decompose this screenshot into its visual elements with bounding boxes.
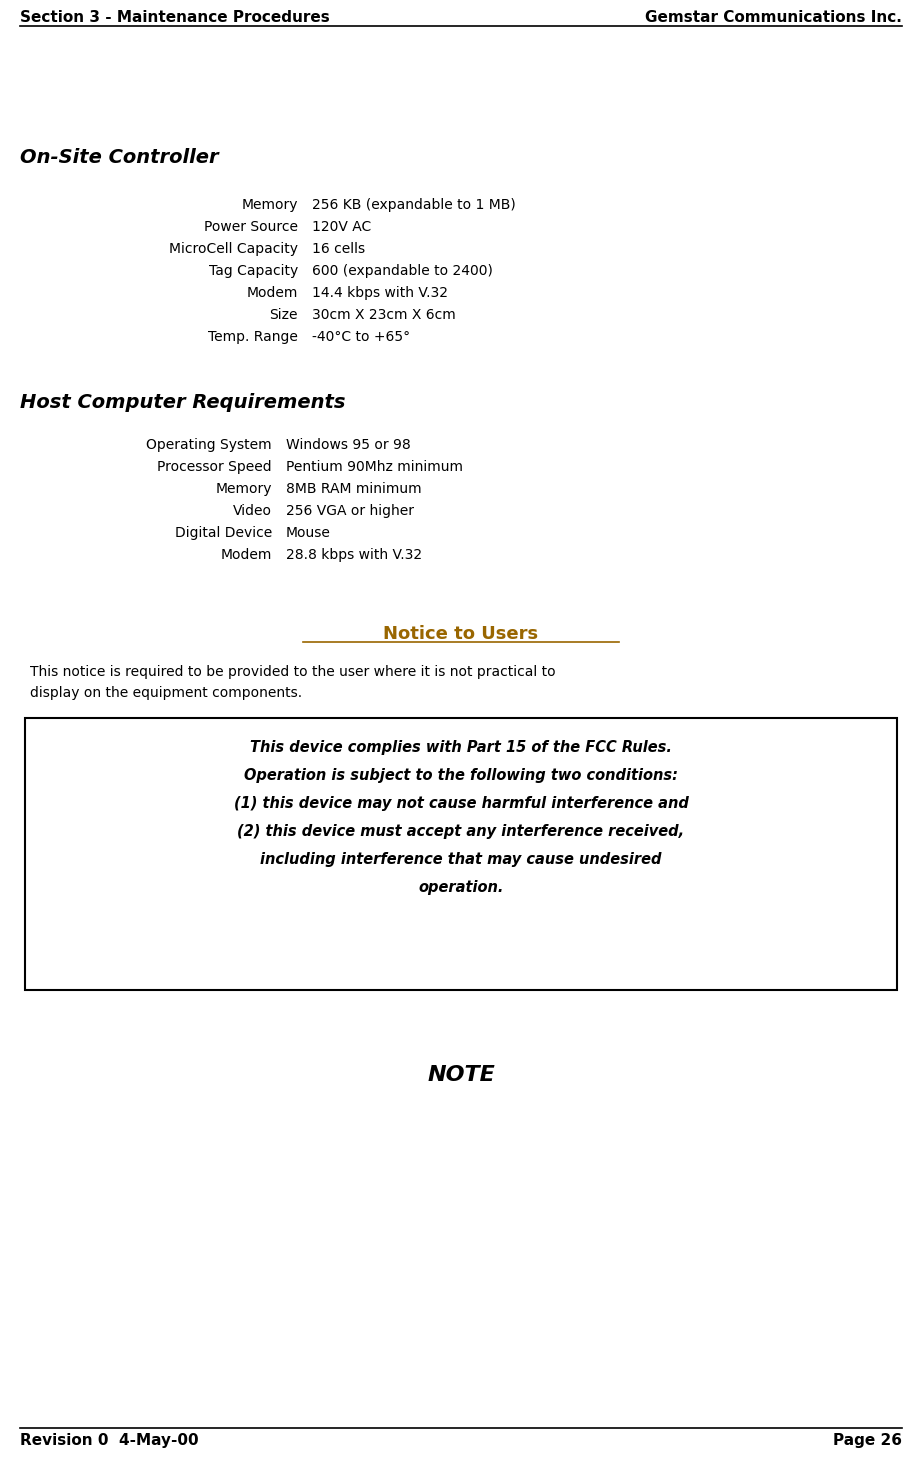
Text: Temp. Range: Temp. Range: [208, 330, 298, 344]
Text: This notice is required to be provided to the user where it is not practical to: This notice is required to be provided t…: [30, 665, 556, 678]
Text: Notice to Users: Notice to Users: [384, 624, 538, 643]
Text: 600 (expandable to 2400): 600 (expandable to 2400): [312, 264, 493, 279]
Text: This device complies with Part 15 of the FCC Rules.: This device complies with Part 15 of the…: [250, 740, 672, 754]
Text: (1) this device may not cause harmful interference and: (1) this device may not cause harmful in…: [233, 797, 689, 811]
Text: MicroCell Capacity: MicroCell Capacity: [169, 242, 298, 255]
Text: operation.: operation.: [419, 880, 503, 894]
Text: 28.8 kbps with V.32: 28.8 kbps with V.32: [286, 549, 422, 562]
Text: 256 KB (expandable to 1 MB): 256 KB (expandable to 1 MB): [312, 198, 515, 212]
Text: Page 26: Page 26: [833, 1433, 902, 1447]
Text: 30cm X 23cm X 6cm: 30cm X 23cm X 6cm: [312, 308, 455, 322]
Text: Processor Speed: Processor Speed: [158, 460, 272, 474]
Text: Section 3 - Maintenance Procedures: Section 3 - Maintenance Procedures: [20, 10, 330, 25]
Text: Digital Device: Digital Device: [175, 527, 272, 540]
Text: (2) this device must accept any interference received,: (2) this device must accept any interfer…: [238, 824, 684, 839]
Text: Operation is subject to the following two conditions:: Operation is subject to the following tw…: [244, 767, 678, 783]
Text: Host Computer Requirements: Host Computer Requirements: [20, 392, 346, 411]
Text: display on the equipment components.: display on the equipment components.: [30, 686, 302, 700]
Text: 256 VGA or higher: 256 VGA or higher: [286, 503, 414, 518]
Text: Memory: Memory: [242, 198, 298, 212]
Text: Video: Video: [233, 503, 272, 518]
Text: Windows 95 or 98: Windows 95 or 98: [286, 438, 410, 452]
Text: Modem: Modem: [246, 286, 298, 301]
Text: -40°C to +65°: -40°C to +65°: [312, 330, 410, 344]
Text: Modem: Modem: [220, 549, 272, 562]
Text: Pentium 90Mhz minimum: Pentium 90Mhz minimum: [286, 460, 463, 474]
Text: Operating System: Operating System: [147, 438, 272, 452]
Text: NOTE: NOTE: [427, 1065, 495, 1085]
Text: Size: Size: [269, 308, 298, 322]
Text: 120V AC: 120V AC: [312, 220, 372, 233]
Text: Gemstar Communications Inc.: Gemstar Communications Inc.: [645, 10, 902, 25]
Text: 8MB RAM minimum: 8MB RAM minimum: [286, 481, 421, 496]
Text: including interference that may cause undesired: including interference that may cause un…: [260, 852, 662, 867]
Text: 16 cells: 16 cells: [312, 242, 365, 255]
Text: Power Source: Power Source: [204, 220, 298, 233]
Bar: [25, 718, 897, 991]
Text: Mouse: Mouse: [286, 527, 331, 540]
Text: On-Site Controller: On-Site Controller: [20, 147, 219, 166]
Text: Tag Capacity: Tag Capacity: [208, 264, 298, 279]
Text: Revision 0  4-May-00: Revision 0 4-May-00: [20, 1433, 198, 1447]
Text: Memory: Memory: [216, 481, 272, 496]
Text: 14.4 kbps with V.32: 14.4 kbps with V.32: [312, 286, 448, 301]
